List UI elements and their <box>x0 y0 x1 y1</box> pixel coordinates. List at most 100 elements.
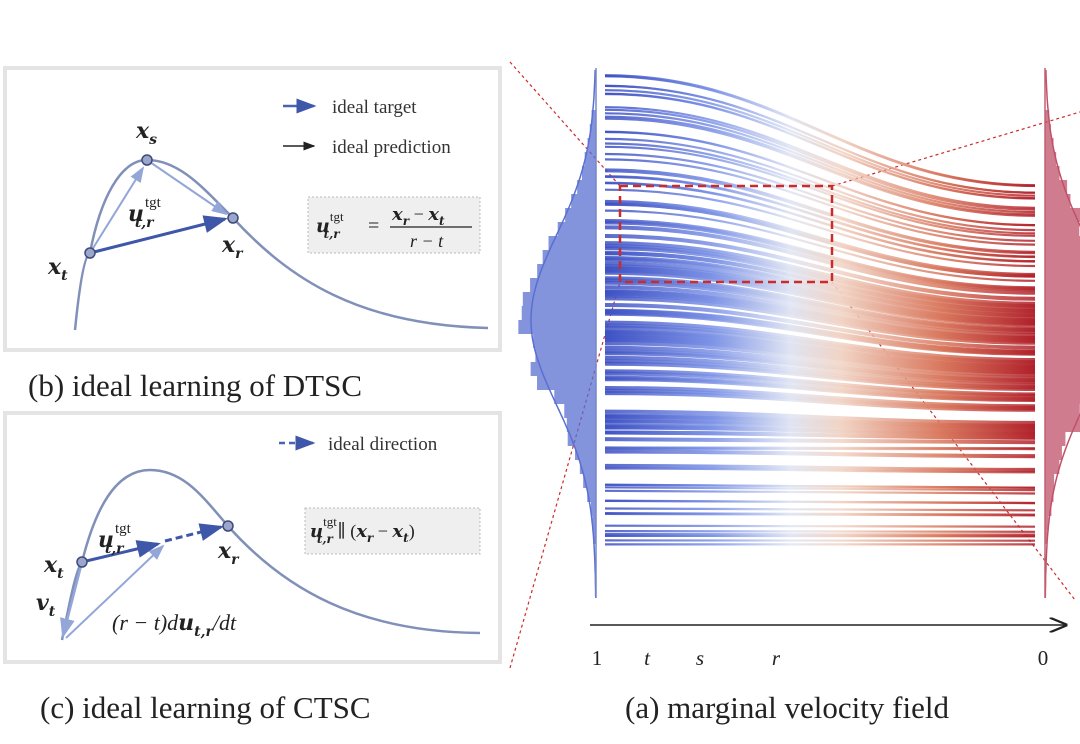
tick-label-0: 0 <box>1038 646 1049 670</box>
point-xr <box>227 212 239 224</box>
label-xr: xr <box>221 232 244 262</box>
flow-line <box>604 419 1036 432</box>
arrow-target-u <box>81 540 161 564</box>
histogram-bar <box>577 180 596 194</box>
histogram-bar <box>1045 110 1050 124</box>
histogram-bar <box>521 306 596 320</box>
formula-box <box>307 196 481 254</box>
flow-line <box>604 241 1036 306</box>
flow-line <box>604 89 1036 197</box>
formula-box <box>304 507 481 555</box>
flow-line <box>604 351 1036 384</box>
flow-line <box>604 413 1036 428</box>
flow-line <box>604 323 1036 365</box>
label-xt: xt <box>47 254 68 284</box>
legend-prediction-label: ideal prediction <box>332 137 451 158</box>
connector-line <box>509 61 621 187</box>
label-u-tgt: utgt t,r <box>128 195 162 231</box>
flow-line <box>604 446 1036 450</box>
flow-line <box>604 333 1036 371</box>
tick-label-1: 1 <box>592 646 603 670</box>
histogram-bar <box>537 264 596 278</box>
histogram-bar <box>537 376 596 390</box>
flow-line <box>604 423 1036 435</box>
flow-line <box>604 296 1036 345</box>
flow-line <box>604 244 1036 308</box>
arrow-derivative <box>65 544 165 639</box>
histogram-bar <box>1045 474 1055 488</box>
flow-line <box>604 311 1036 356</box>
histogram-bar <box>584 152 596 166</box>
flow-line <box>604 409 1036 425</box>
tick-label-t: t <box>644 646 651 670</box>
flow-line <box>604 430 1036 440</box>
arrow-ideal-direction <box>164 523 224 543</box>
histogram-bar <box>593 530 596 544</box>
flow-line <box>604 264 1036 323</box>
label-xr: xr <box>217 538 240 568</box>
histogram-bar <box>1045 320 1080 334</box>
histogram-bar <box>1045 306 1080 320</box>
histogram-bar <box>530 362 596 376</box>
flow-line <box>604 499 1036 505</box>
histogram-bar <box>1045 432 1066 446</box>
flow-line <box>604 483 1036 489</box>
arrow-target-u <box>89 215 228 255</box>
flow-line <box>604 256 1036 317</box>
histogram-bar <box>1045 278 1080 292</box>
histogram-bar <box>1045 138 1054 152</box>
flow-line <box>604 209 1036 282</box>
flow-line <box>604 74 1036 187</box>
histogram-bar <box>1045 502 1052 516</box>
histogram-bar <box>535 348 596 362</box>
panel-a: 1 t s r 0 <box>518 68 1080 670</box>
point-xt <box>76 556 88 568</box>
flow-line <box>604 267 1036 325</box>
histogram-bar <box>548 236 596 250</box>
histogram-bar <box>565 208 596 222</box>
flow-line <box>604 345 1036 380</box>
flow-line <box>604 533 1036 536</box>
flow-line <box>604 451 1036 459</box>
flow-line <box>604 199 1036 276</box>
flow-line <box>604 142 1036 235</box>
axis-ticks: 1 t s r 0 <box>592 646 1049 670</box>
histogram-bar <box>567 432 596 446</box>
flow-line <box>604 320 1036 362</box>
histogram-bar <box>1045 166 1060 180</box>
histogram-bar <box>1045 530 1048 544</box>
histogram-bar <box>1045 208 1080 222</box>
histogram-bar <box>590 502 596 516</box>
connector-line <box>509 281 621 669</box>
flow-line <box>604 449 1036 457</box>
histogram-bar <box>1045 390 1080 404</box>
panel-c: xt xr vt utgt t,r (r − t)dut,r/dt ideal d… <box>3 411 502 664</box>
flow-line <box>604 137 1036 232</box>
flow-line <box>604 437 1036 445</box>
flow-line <box>604 290 1036 341</box>
histogram-bar <box>1045 460 1060 474</box>
histogram-bar <box>566 418 596 432</box>
flow-line <box>604 388 1036 411</box>
histogram-bar <box>1045 250 1080 264</box>
flow-line <box>604 524 1036 528</box>
panel-b: xt xs xr utgt t,r ideal target ideal pred… <box>3 66 502 352</box>
tick-label-r: r <box>772 646 781 670</box>
arrow-vt <box>60 561 84 639</box>
histogram-bar <box>1045 376 1080 390</box>
panel-c-caption: (c) ideal learning of CTSC <box>40 690 371 725</box>
histogram-bar <box>518 320 596 334</box>
formula-lhs: utgt t,r <box>316 209 344 241</box>
left-histogram <box>518 69 597 599</box>
flow-line <box>604 303 1036 350</box>
histogram-bar <box>587 138 596 152</box>
flow-line <box>604 188 1036 268</box>
flow-line <box>604 158 1036 246</box>
label-u-tgt: utgt t,r <box>98 521 132 557</box>
flow-line <box>604 203 1036 278</box>
histogram-bar <box>1045 194 1071 208</box>
histogram-bar <box>1045 516 1049 530</box>
histogram-bar <box>1045 446 1062 460</box>
flow-line <box>604 489 1036 495</box>
legend-target-label: ideal target <box>332 97 417 118</box>
